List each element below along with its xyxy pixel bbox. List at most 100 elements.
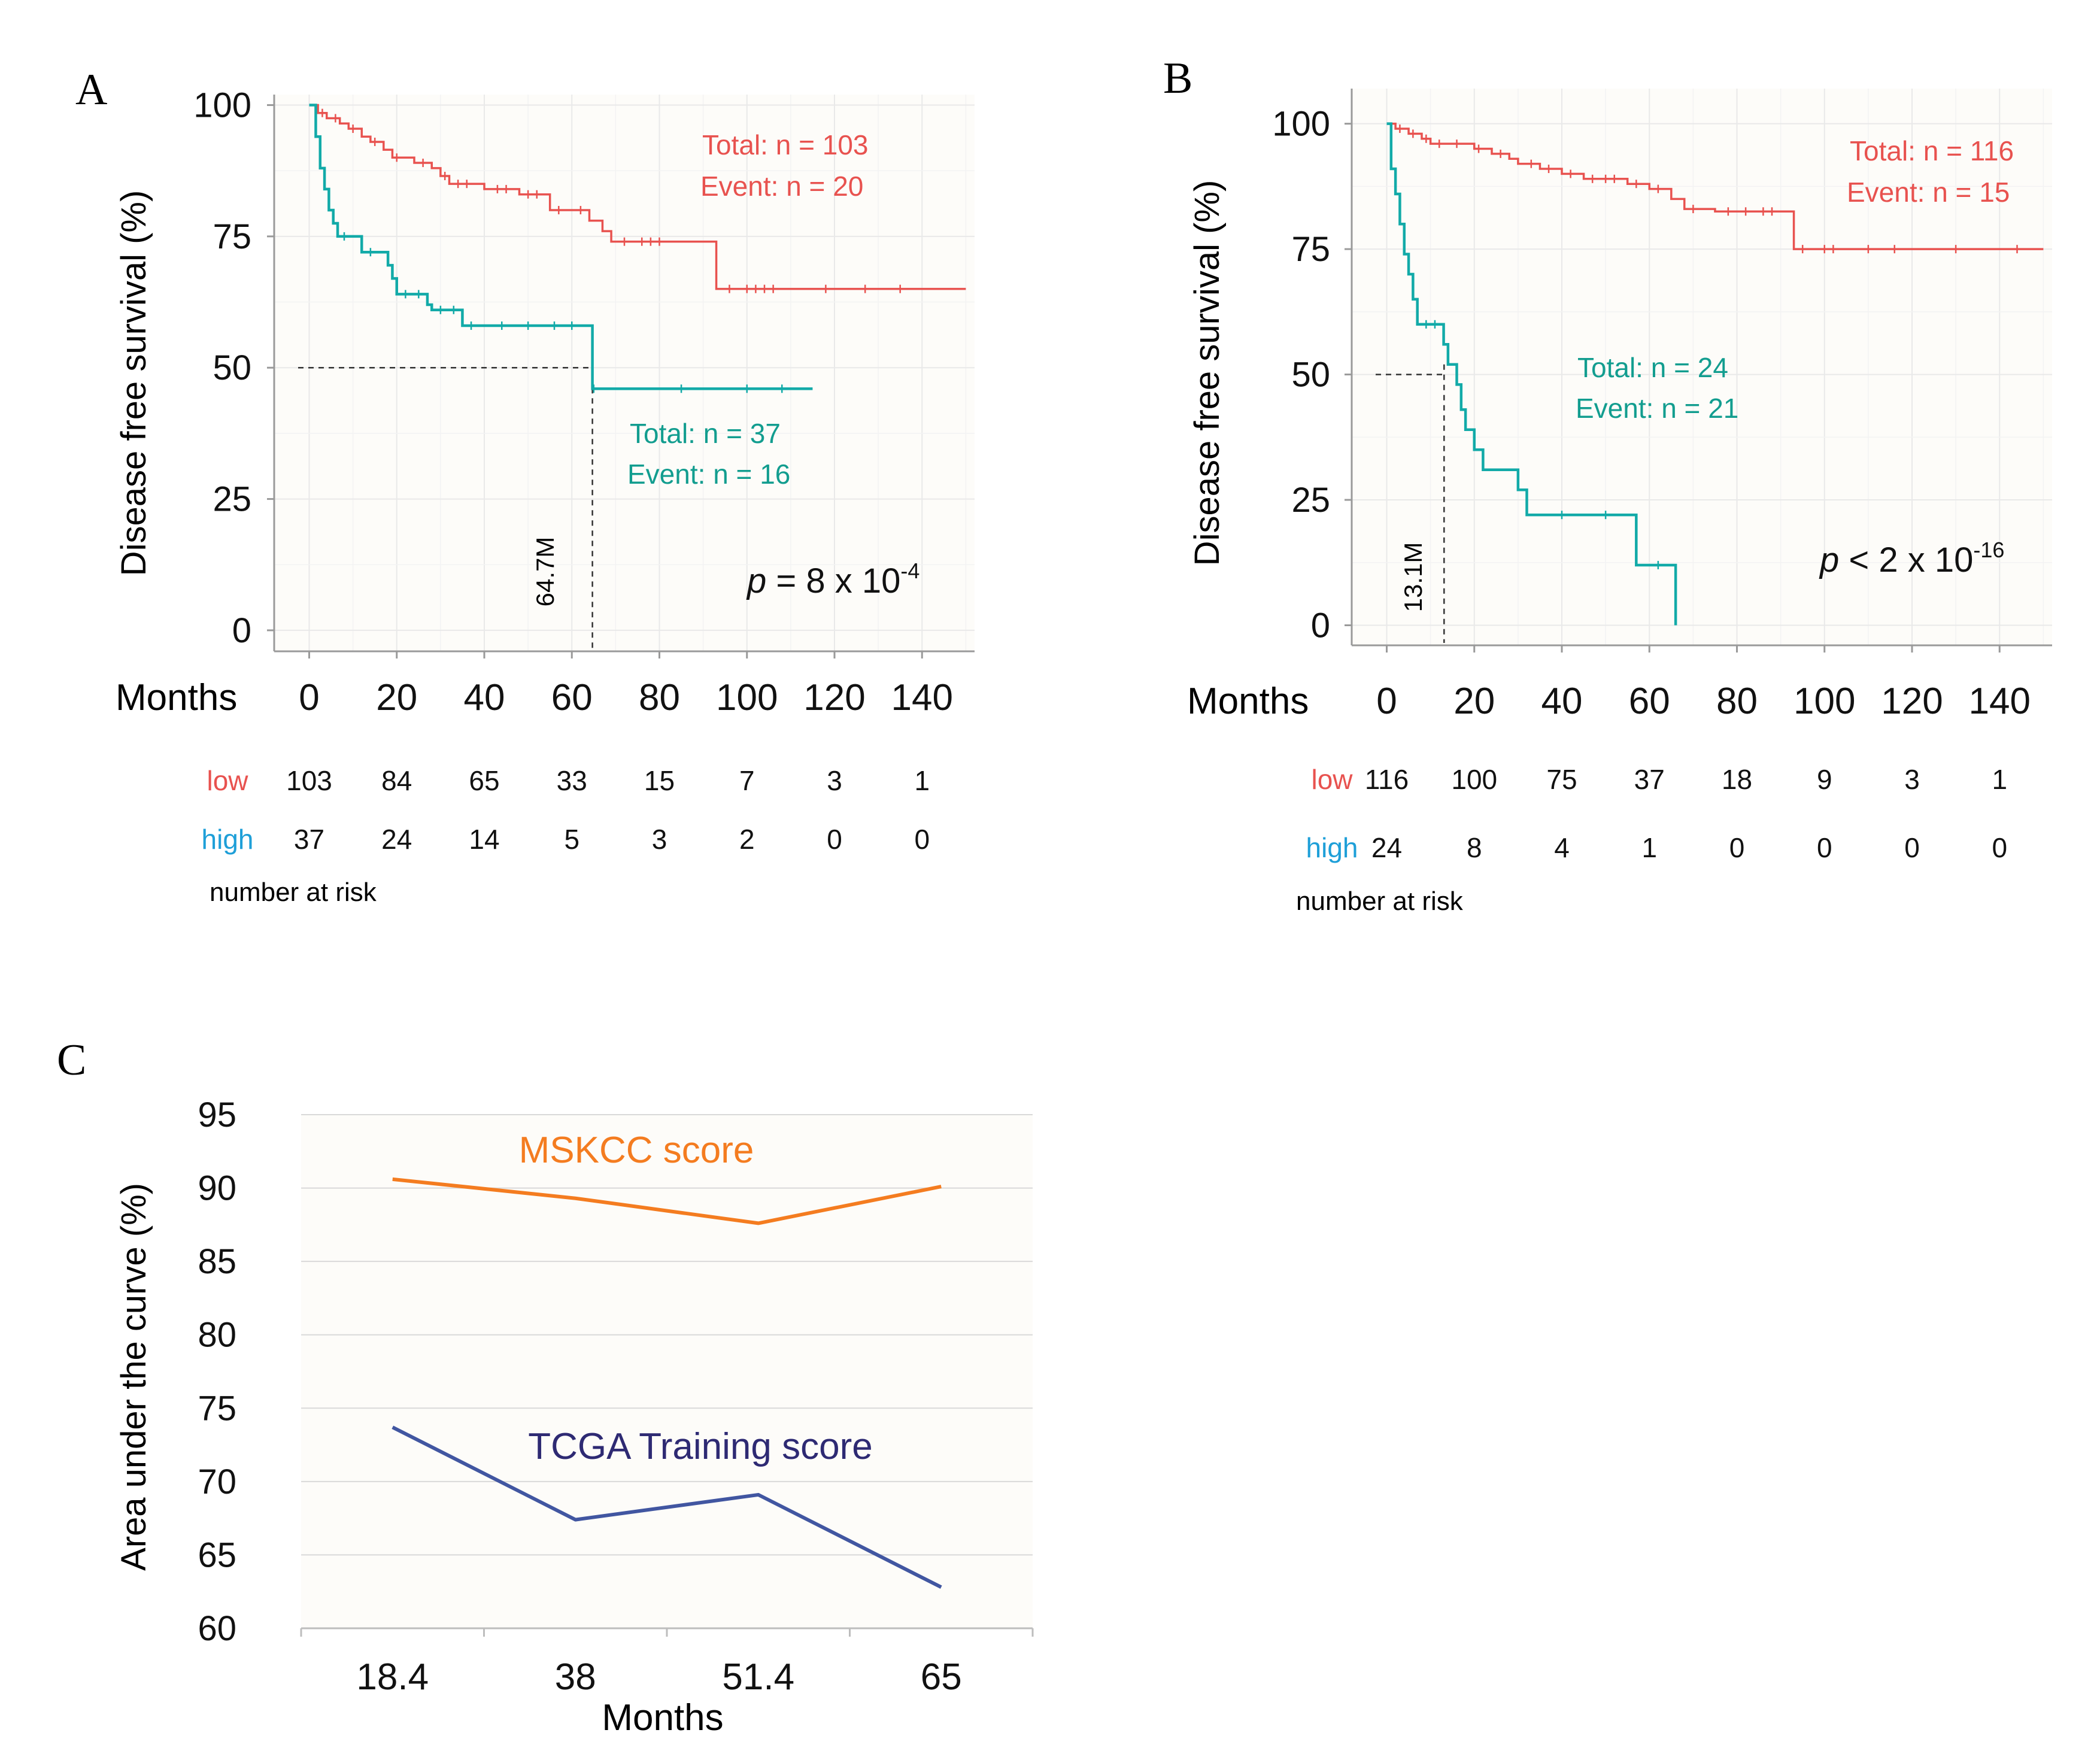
low-total-annotation: Total: n = 103	[702, 129, 868, 160]
low-event-annotation: Event: n = 20	[700, 171, 863, 202]
x-tick-label: 140	[1969, 681, 2031, 722]
median-label: 13.1M	[1399, 542, 1427, 612]
risk-count: 0	[914, 824, 930, 855]
y-axis-title: Disease free survival (%)	[1188, 180, 1227, 566]
p-symbol: p	[1819, 541, 1839, 579]
risk-count: 3	[1904, 764, 1920, 795]
x-tick-label: 100	[1794, 681, 1855, 722]
y-tick-label: 100	[193, 86, 251, 125]
x-tick-label: 140	[891, 677, 953, 718]
plot-area-background	[301, 1115, 1033, 1628]
x-tick-label: 18.4	[356, 1656, 429, 1698]
y-tick-label: 100	[1272, 105, 1330, 144]
risk-count: 9	[1817, 764, 1832, 795]
y-tick-label: 95	[198, 1096, 236, 1134]
high-total-annotation: Total: n = 37	[630, 418, 781, 449]
y-tick-label: 85	[198, 1242, 236, 1281]
risk-count: 1	[914, 765, 930, 796]
mskcc-score-line	[392, 1177, 942, 1225]
risk-count: 65	[469, 765, 499, 796]
y-tick-label: 65	[198, 1535, 236, 1574]
risk-count: 0	[1729, 832, 1745, 863]
risk-count: 84	[381, 765, 412, 796]
y-tick-label: 70	[198, 1462, 236, 1501]
panel-c-auc-plot: C 60 65 70 75 80 85 90 95 18.4 38 51.4 65 Area und…	[57, 1036, 1034, 1738]
risk-count: 4	[1554, 832, 1570, 863]
risk-count: 0	[1992, 832, 2007, 863]
number-at-risk-table: low 103 84 65 33 15 7 3 1 high 37 24 14 5 3 2 0 0	[202, 765, 930, 855]
y-tick-label: 75	[213, 217, 251, 256]
y-tick-labels: 0 25 50 75 100	[1272, 105, 1352, 645]
y-tick-label: 75	[1291, 230, 1330, 269]
y-tick-label: 50	[213, 348, 251, 387]
x-tick-label: 60	[551, 677, 593, 718]
risk-count: 0	[1904, 832, 1920, 863]
tcga-series-label: TCGA Training score	[528, 1426, 872, 1467]
y-tick-label: 50	[1291, 356, 1330, 395]
risk-count: 0	[827, 824, 842, 855]
x-tick-label: 120	[1881, 681, 1943, 722]
median-label: 64.7M	[531, 537, 559, 607]
x-tick-label: 0	[299, 677, 319, 718]
tcga-training-score-line	[392, 1425, 942, 1589]
median-survival-guide	[298, 366, 593, 649]
risk-count: 3	[652, 824, 667, 855]
y-tick-label: 25	[213, 480, 251, 519]
mskcc-series-label: MSKCC score	[519, 1130, 754, 1171]
p-value-exponent: -16	[1973, 538, 2004, 562]
x-axis-title: Months	[116, 677, 237, 718]
gridlines	[274, 95, 975, 651]
low-total-annotation: Total: n = 116	[1850, 135, 2014, 166]
risk-count: 37	[1634, 764, 1665, 795]
y-tick-labels: 60 65 70 75 80 85 90 95	[198, 1096, 236, 1648]
risk-count: 24	[1371, 832, 1402, 863]
risk-group-label-low: low	[1311, 764, 1353, 795]
panel-label-b: B	[1163, 54, 1192, 103]
risk-group-label-low: low	[207, 765, 248, 796]
survival-curves	[309, 104, 966, 393]
median-survival-guide	[1376, 364, 1445, 643]
risk-count: 18	[1722, 764, 1752, 795]
risk-count: 8	[1467, 832, 1482, 863]
x-tick-marks	[300, 1628, 1034, 1637]
survival-curve-high	[309, 104, 813, 390]
x-tick-label: 100	[716, 677, 778, 718]
y-tick-label: 90	[198, 1169, 236, 1208]
x-tick-label: 80	[1716, 681, 1758, 722]
y-tick-label: 60	[198, 1609, 236, 1648]
gridlines	[301, 1114, 1033, 1556]
x-tick-label: 38	[555, 1656, 596, 1698]
risk-group-label-high: high	[1306, 832, 1358, 863]
risk-count: 0	[1817, 832, 1832, 863]
x-tick-label: 40	[464, 677, 505, 718]
y-tick-label: 75	[198, 1389, 236, 1428]
risk-count: 3	[827, 765, 842, 796]
risk-count: 14	[469, 824, 499, 855]
x-tick-labels: 0 20 40 60 80 100 120 140	[299, 651, 953, 718]
y-tick-label: 80	[198, 1316, 236, 1355]
risk-count: 7	[739, 765, 755, 796]
survival-curve-low	[1386, 122, 2044, 250]
panel-label-a: A	[75, 65, 107, 114]
x-axis-title: Months	[602, 1697, 723, 1738]
x-axis-title: Months	[1187, 681, 1309, 722]
p-symbol: p	[746, 562, 766, 600]
x-tick-labels: 0 20 40 60 80 100 120 140	[1376, 645, 2031, 722]
risk-count: 33	[557, 765, 587, 796]
risk-count: 24	[381, 824, 412, 855]
risk-group-label-high: high	[202, 824, 254, 855]
y-tick-label: 0	[1311, 606, 1330, 645]
risk-count: 2	[739, 824, 755, 855]
x-tick-label: 51.4	[722, 1656, 794, 1698]
survival-curves	[1386, 122, 2044, 626]
survival-curve-high	[1386, 122, 1677, 626]
p-value-exponent: -4	[900, 559, 919, 583]
low-event-annotation: Event: n = 15	[1847, 177, 2010, 208]
high-event-annotation: Event: n = 21	[1576, 393, 1738, 424]
risk-table-title: number at risk	[1296, 887, 1464, 916]
x-tick-label: 20	[376, 677, 417, 718]
